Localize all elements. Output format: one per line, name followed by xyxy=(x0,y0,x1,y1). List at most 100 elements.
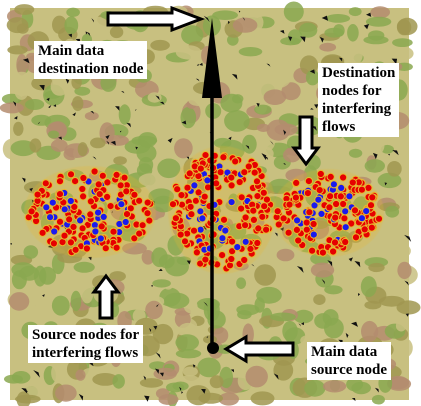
terrain-patch xyxy=(166,382,185,393)
red-node xyxy=(318,248,327,257)
terrain-patch xyxy=(213,137,232,149)
terrain-patch xyxy=(385,205,400,218)
red-node xyxy=(71,245,80,254)
red-node xyxy=(122,210,132,219)
terrain-patch xyxy=(224,110,250,132)
red-node xyxy=(348,178,357,187)
red-node xyxy=(135,229,144,238)
coverage-hole xyxy=(179,386,182,391)
terrain-patch xyxy=(14,394,41,404)
blue-node xyxy=(196,207,205,216)
blue-node xyxy=(48,198,57,207)
terrain-patch xyxy=(178,322,198,338)
terrain-patch xyxy=(139,378,164,388)
red-node xyxy=(325,203,334,212)
blue-node xyxy=(94,208,103,217)
terrain-patch xyxy=(23,245,39,259)
terrain-patch xyxy=(394,337,413,359)
coverage-hole xyxy=(10,243,13,246)
coverage-hole xyxy=(348,257,353,262)
coverage-hole xyxy=(201,389,206,394)
red-node xyxy=(98,171,107,180)
coverage-hole xyxy=(321,278,325,285)
terrain-patch xyxy=(368,262,385,273)
terrain-patch xyxy=(225,47,239,56)
coverage-hole xyxy=(264,156,269,160)
red-node xyxy=(330,238,340,247)
coverage-hole xyxy=(196,63,199,66)
blue-node xyxy=(196,225,205,234)
main-destination-label: Main data destination node xyxy=(34,41,148,79)
blue-node xyxy=(96,234,105,243)
terrain-patch xyxy=(304,379,326,397)
red-node xyxy=(305,208,314,217)
blue-node xyxy=(227,198,236,207)
terrain-patch xyxy=(9,292,30,311)
terrain-patch xyxy=(310,262,335,278)
terrain-patch xyxy=(50,139,68,152)
terrain-patch xyxy=(157,158,181,179)
down-arrow-icon xyxy=(291,115,321,167)
terrain-patch xyxy=(387,161,402,177)
terrain-patch xyxy=(109,271,126,282)
coverage-hole xyxy=(68,33,72,38)
terrain-patch xyxy=(148,188,174,205)
red-node xyxy=(279,214,288,223)
coverage-hole xyxy=(206,336,209,338)
coverage-hole xyxy=(266,63,271,67)
red-node xyxy=(258,212,267,221)
coverage-hole xyxy=(167,137,173,143)
coverage-hole xyxy=(13,115,18,120)
terrain-patch xyxy=(118,104,131,125)
terrain-patch xyxy=(268,59,293,75)
coverage-hole xyxy=(85,31,88,35)
coverage-hole xyxy=(366,12,372,17)
coverage-hole xyxy=(186,156,190,160)
red-node xyxy=(227,173,236,182)
red-node xyxy=(351,233,361,242)
coverage-hole xyxy=(274,232,278,237)
terrain-patch xyxy=(263,89,287,105)
coverage-hole xyxy=(288,36,293,42)
red-node xyxy=(94,180,103,189)
red-node xyxy=(55,217,65,226)
red-node xyxy=(201,151,210,160)
coverage-hole xyxy=(48,104,52,109)
red-node xyxy=(252,177,262,186)
red-node xyxy=(101,244,110,253)
terrain-patch xyxy=(395,319,407,332)
red-node xyxy=(126,204,135,213)
coverage-hole xyxy=(203,301,208,307)
red-node xyxy=(173,185,182,194)
coverage-hole xyxy=(283,163,286,166)
red-node xyxy=(326,172,335,181)
coverage-hole xyxy=(12,101,17,107)
red-node xyxy=(329,247,338,256)
terrain-patch xyxy=(303,284,321,298)
blue-node xyxy=(241,237,250,246)
red-node xyxy=(294,236,303,245)
coverage-hole xyxy=(90,111,95,114)
interfering-source-cluster xyxy=(24,166,156,258)
red-node xyxy=(78,224,87,233)
red-node xyxy=(250,168,259,177)
blue-node xyxy=(341,207,350,216)
coverage-hole xyxy=(319,36,324,43)
coverage-hole xyxy=(251,264,255,267)
red-node xyxy=(135,196,144,205)
blue-node xyxy=(317,209,326,218)
red-node xyxy=(27,207,36,216)
coverage-hole xyxy=(181,391,184,394)
red-node xyxy=(66,238,76,247)
terrain-patch xyxy=(113,156,127,165)
terrain-patch xyxy=(256,35,276,45)
coverage-hole xyxy=(279,30,285,34)
coverage-hole xyxy=(156,304,159,307)
red-node xyxy=(316,169,325,179)
terrain-patch xyxy=(213,327,229,344)
terrain-patch xyxy=(238,47,263,57)
terrain-patch xyxy=(282,320,298,342)
terrain-patch xyxy=(90,137,106,149)
red-node xyxy=(194,188,203,197)
coverage-hole xyxy=(159,101,165,105)
